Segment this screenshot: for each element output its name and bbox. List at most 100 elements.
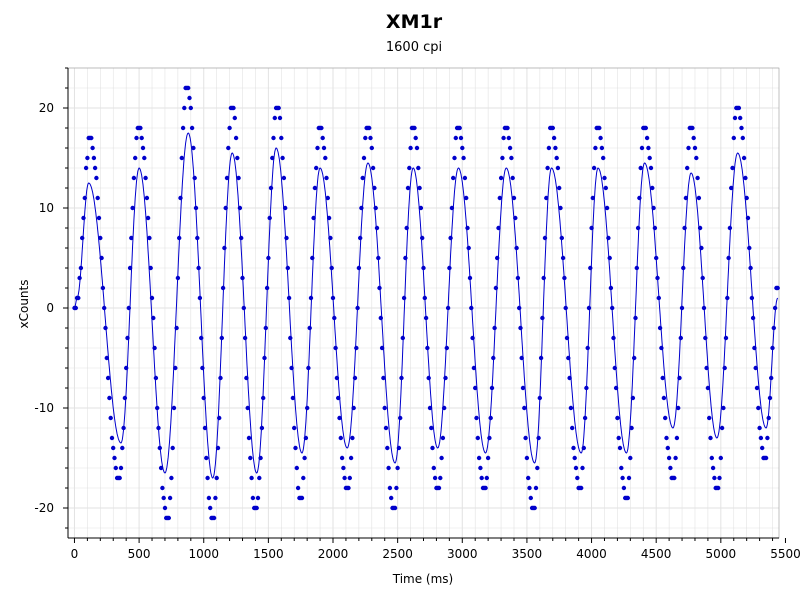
data-point: [674, 435, 680, 441]
data-point: [730, 165, 735, 171]
data-point: [771, 325, 776, 331]
data-point: [224, 175, 230, 181]
data-point: [729, 185, 734, 191]
data-point: [320, 135, 325, 141]
data-point: [271, 135, 276, 141]
data-point: [707, 415, 712, 421]
data-point: [227, 125, 232, 131]
data-point: [581, 445, 586, 451]
data-point: [199, 335, 204, 341]
data-point: [118, 465, 124, 471]
data-point: [685, 165, 690, 171]
data-point: [582, 415, 588, 421]
data-point: [111, 445, 116, 451]
data-point: [682, 225, 687, 231]
data-point: [498, 175, 504, 181]
data-point: [660, 375, 665, 381]
data-point: [98, 235, 103, 241]
data-point: [312, 185, 318, 191]
data-point: [281, 175, 287, 181]
data-point: [568, 405, 574, 411]
data-point: [606, 235, 611, 241]
data-point: [261, 395, 266, 401]
data-point: [553, 145, 558, 151]
data-point: [89, 135, 94, 141]
data-point: [158, 465, 164, 471]
data-point: [461, 155, 466, 161]
data-point: [188, 105, 193, 111]
data-point: [666, 455, 672, 461]
data-point: [204, 455, 209, 461]
data-point: [359, 205, 364, 211]
data-point: [646, 145, 651, 151]
data-point: [160, 485, 165, 491]
data-point: [145, 215, 151, 221]
data-point: [167, 495, 173, 501]
y-tick-label: -10: [34, 401, 54, 415]
data-point: [171, 405, 177, 411]
data-point: [570, 425, 575, 431]
data-point: [655, 275, 660, 281]
data-point: [358, 235, 363, 241]
data-point: [240, 275, 245, 281]
data-point: [648, 165, 654, 171]
data-point: [775, 285, 780, 291]
data-point: [716, 485, 721, 491]
data-point: [200, 365, 205, 371]
data-point: [559, 235, 564, 241]
data-point: [625, 495, 630, 501]
data-point: [294, 465, 299, 471]
data-point: [717, 475, 722, 481]
data-point: [558, 205, 563, 211]
data-point: [211, 515, 217, 521]
data-point: [386, 465, 391, 471]
data-point: [326, 215, 332, 221]
data-point: [557, 185, 562, 191]
data-point: [429, 425, 434, 431]
data-point: [432, 475, 438, 481]
data-point: [612, 365, 617, 371]
data-point: [492, 325, 497, 331]
data-point: [447, 265, 452, 271]
data-point: [408, 145, 413, 151]
x-tick-label: 500: [128, 547, 151, 561]
data-point: [701, 305, 707, 311]
data-point: [328, 235, 333, 241]
data-point: [637, 195, 642, 201]
data-point: [175, 275, 181, 281]
data-point: [518, 325, 523, 331]
data-point: [286, 295, 292, 301]
data-point: [613, 385, 619, 391]
data-point: [704, 365, 709, 371]
data-point: [187, 95, 192, 101]
x-tick-label: 4500: [641, 547, 672, 561]
data-point: [215, 445, 221, 451]
tick-labels: 0 500 1000 1500 2000 2500 3000 3500 4000 4500 5000…: [34, 101, 800, 561]
data-point: [731, 135, 736, 141]
data-point: [708, 435, 713, 441]
data-point: [323, 155, 328, 161]
data-point: [652, 225, 658, 231]
data-point: [131, 175, 137, 181]
x-tick-label: 4000: [576, 547, 607, 561]
data-point: [509, 155, 514, 161]
data-point: [102, 305, 107, 311]
data-point: [473, 385, 478, 391]
data-point: [699, 245, 704, 251]
data-point: [697, 225, 703, 231]
data-point: [757, 425, 762, 431]
data-point: [584, 385, 589, 391]
data-point: [348, 455, 354, 461]
data-point: [360, 175, 365, 181]
data-point: [703, 335, 708, 341]
data-point: [643, 125, 648, 131]
data-point: [772, 305, 778, 311]
data-point: [489, 385, 495, 391]
data-point: [103, 325, 108, 331]
data-point: [94, 175, 99, 181]
data-point: [130, 205, 135, 211]
data-point: [290, 395, 296, 401]
data-point: [602, 175, 607, 181]
data-point: [630, 395, 636, 401]
data-point: [617, 445, 623, 451]
